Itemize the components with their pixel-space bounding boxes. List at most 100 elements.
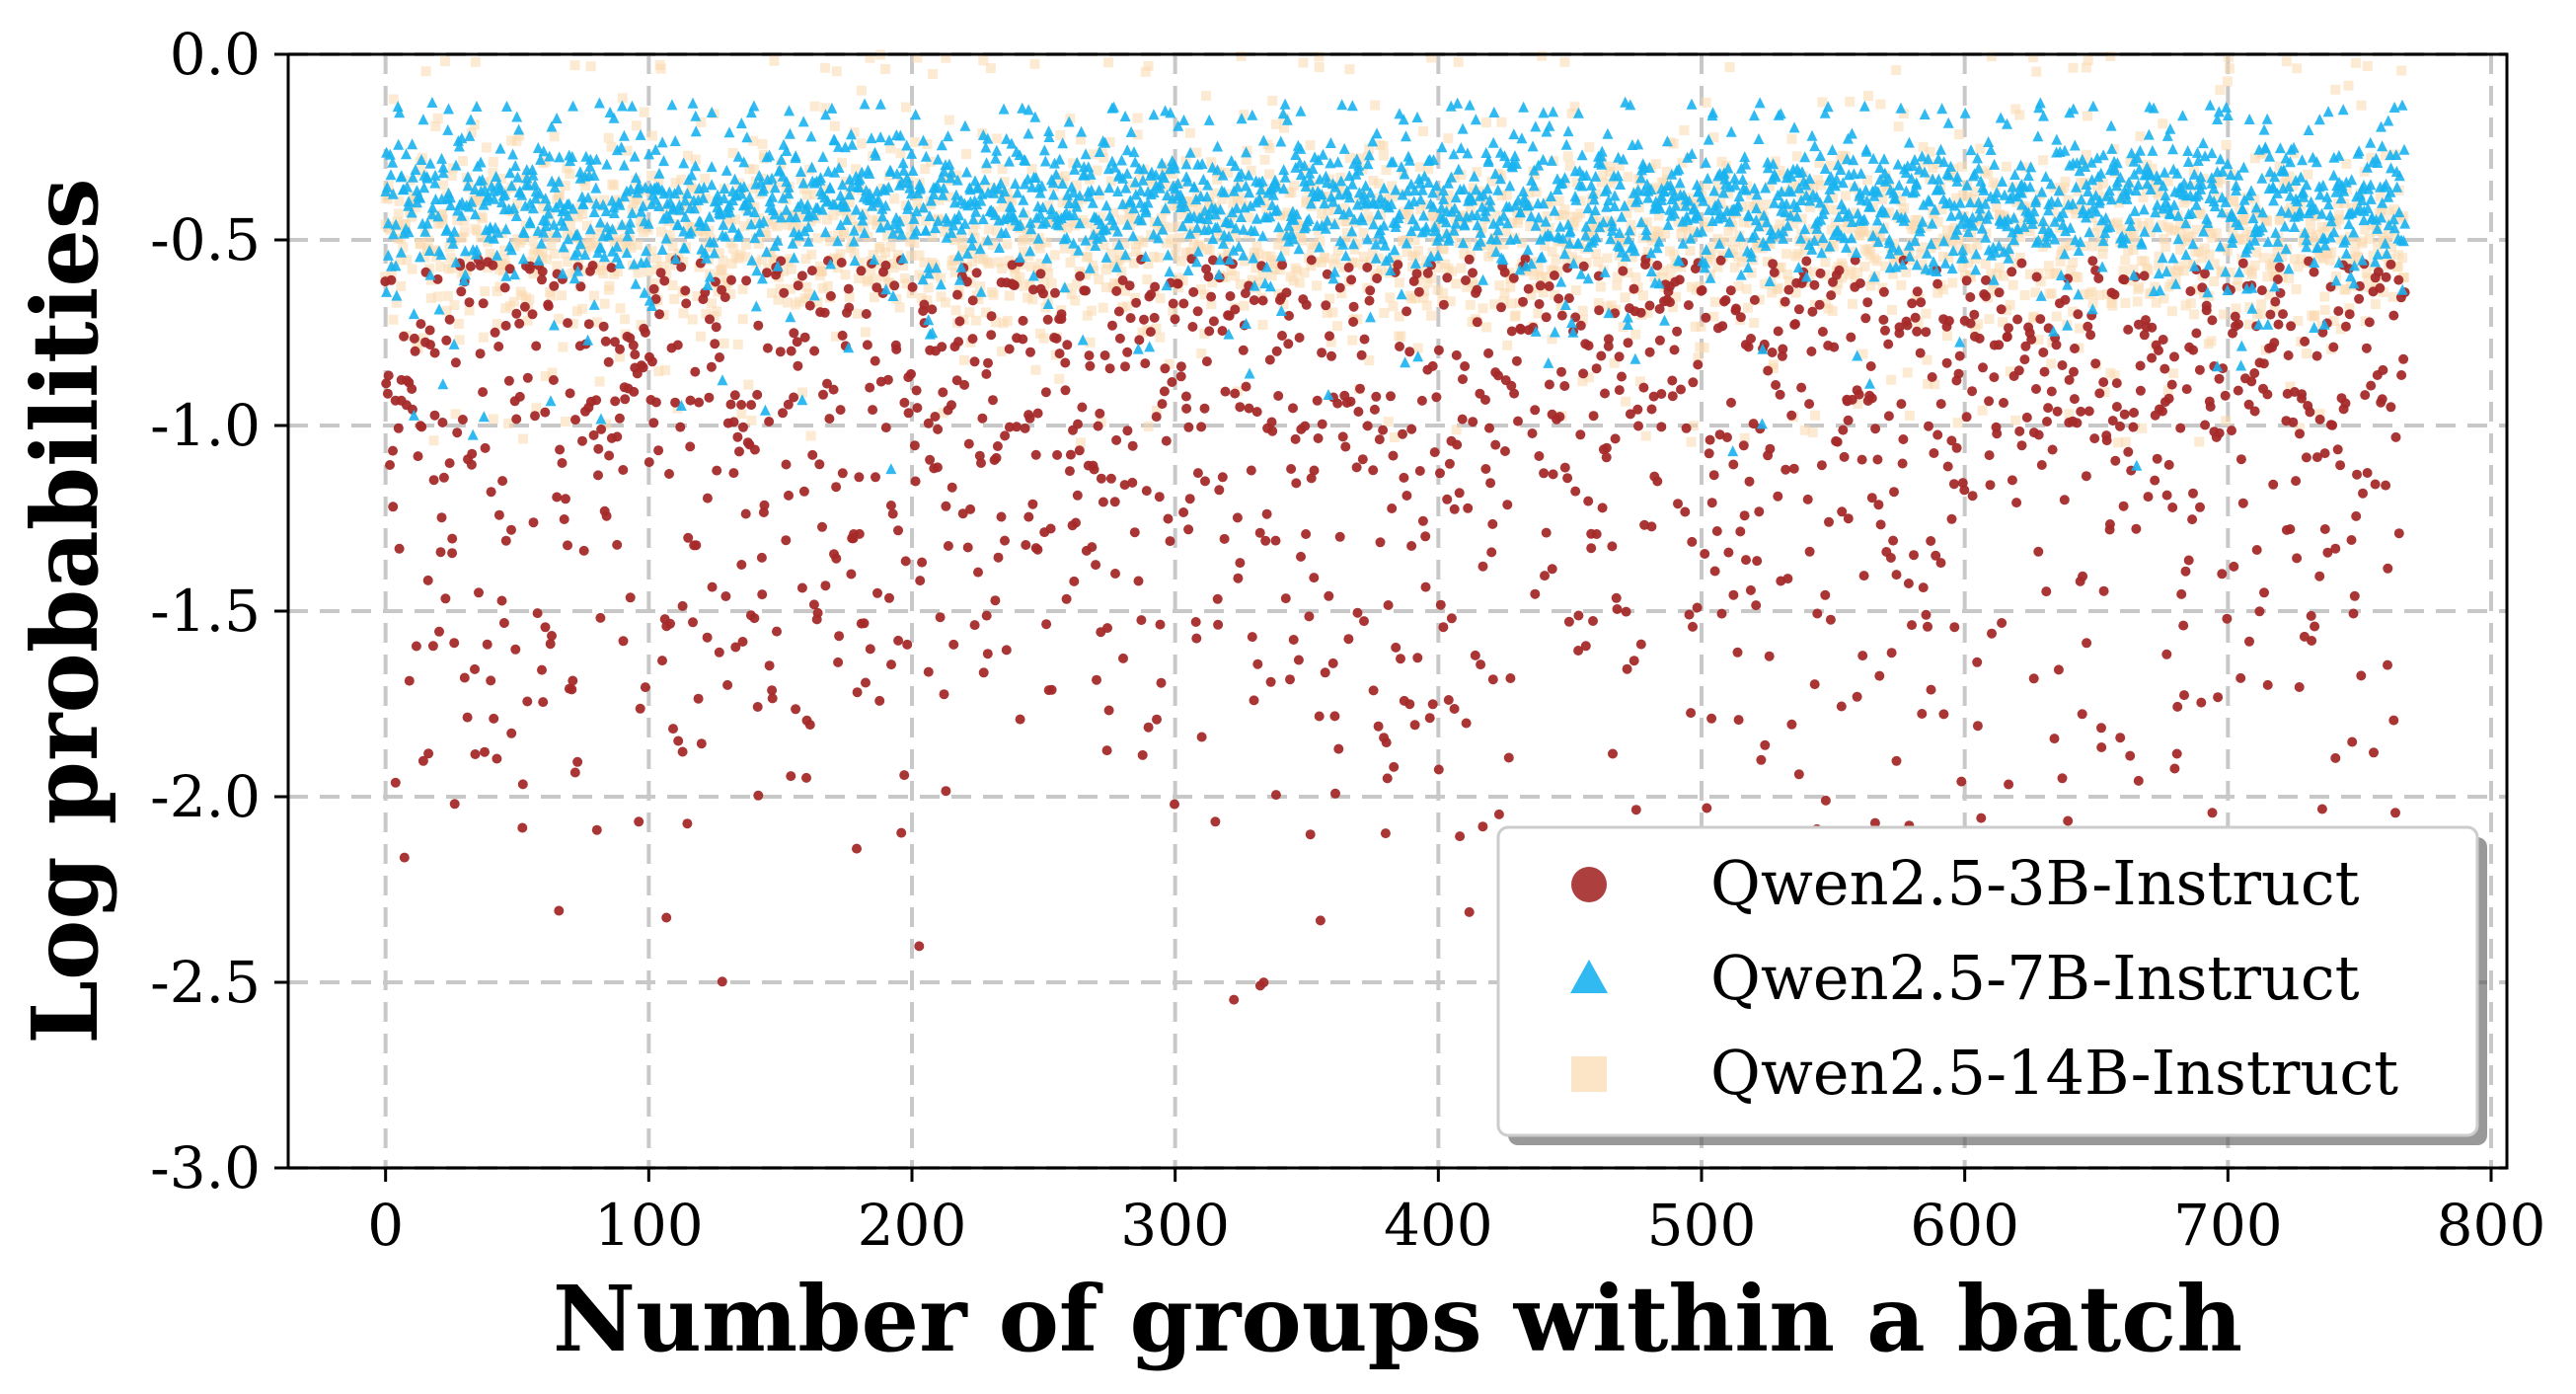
- data-point: [1935, 399, 1946, 410]
- data-point: [1047, 189, 1059, 200]
- data-point: [1365, 187, 1377, 198]
- data-point: [653, 445, 664, 456]
- data-point: [1128, 202, 1140, 214]
- data-point: [2147, 163, 2158, 174]
- data-point: [546, 120, 558, 132]
- data-point: [2232, 281, 2242, 292]
- data-point: [2059, 495, 2070, 505]
- data-point: [808, 599, 819, 610]
- data-point: [1192, 468, 1203, 479]
- data-point: [2002, 305, 2012, 316]
- data-point: [552, 261, 563, 271]
- data-point: [625, 216, 636, 228]
- data-point: [1799, 425, 1810, 435]
- data-point: [1100, 251, 1112, 263]
- data-point: [2303, 169, 2313, 180]
- data-point: [504, 264, 515, 274]
- data-point: [396, 233, 407, 244]
- data-point: [874, 695, 885, 706]
- data-point: [2209, 259, 2220, 270]
- data-point: [1404, 214, 1414, 225]
- data-point: [1623, 268, 1633, 278]
- data-point: [1090, 240, 1101, 251]
- data-point: [859, 618, 870, 629]
- data-point: [1233, 240, 1245, 252]
- data-point: [796, 222, 807, 233]
- data-point: [593, 470, 603, 481]
- data-point: [1445, 296, 1456, 307]
- data-point: [965, 503, 976, 514]
- data-point: [996, 511, 1007, 522]
- data-point: [1055, 130, 1066, 140]
- data-point: [1850, 275, 1860, 286]
- data-point: [1184, 227, 1196, 239]
- data-point: [797, 177, 809, 189]
- data-point: [1843, 415, 1854, 426]
- data-point: [1423, 164, 1434, 175]
- data-point: [1323, 192, 1333, 202]
- data-point: [2381, 480, 2391, 491]
- data-point: [1389, 432, 1400, 442]
- data-point: [1506, 298, 1517, 309]
- data-point: [2138, 221, 2149, 231]
- data-point: [796, 582, 807, 593]
- data-point: [1961, 275, 1972, 286]
- data-point: [735, 188, 747, 199]
- data-point: [825, 290, 836, 301]
- data-point: [445, 199, 457, 211]
- data-point: [799, 332, 810, 343]
- data-point: [1981, 291, 1992, 302]
- data-point: [984, 224, 994, 235]
- data-point: [585, 239, 596, 250]
- data-point: [859, 222, 870, 232]
- data-point: [789, 252, 799, 264]
- data-point: [808, 209, 819, 221]
- data-point: [425, 340, 435, 350]
- data-point: [1374, 434, 1385, 445]
- data-point: [701, 252, 713, 264]
- data-point: [1903, 579, 1914, 588]
- data-point: [1300, 181, 1312, 192]
- data-point: [1356, 349, 1367, 360]
- data-point: [1132, 129, 1143, 140]
- data-point: [778, 266, 789, 276]
- data-point: [1671, 291, 1682, 302]
- data-point: [868, 405, 878, 416]
- data-point: [761, 230, 772, 241]
- data-point: [563, 540, 572, 551]
- data-point: [514, 391, 525, 402]
- data-point: [668, 724, 678, 735]
- data-point: [1245, 199, 1256, 211]
- data-point: [629, 150, 641, 162]
- data-point: [415, 192, 426, 203]
- data-point: [1332, 321, 1342, 332]
- data-point: [2139, 271, 2150, 281]
- data-point: [507, 148, 519, 160]
- data-point: [553, 176, 565, 187]
- data-point: [1375, 537, 1386, 548]
- data-point: [1353, 407, 1364, 417]
- data-point: [1394, 311, 1404, 322]
- data-point: [1550, 289, 1560, 300]
- data-point: [1270, 535, 1281, 546]
- data-point: [1077, 402, 1088, 413]
- data-point: [1086, 305, 1097, 316]
- data-point: [1018, 206, 1029, 218]
- data-point: [516, 189, 528, 200]
- data-point: [2352, 469, 2362, 480]
- data-point: [1966, 271, 1976, 282]
- data-point: [528, 517, 539, 528]
- data-point: [746, 400, 757, 411]
- data-point: [1042, 261, 1052, 271]
- data-point: [1108, 101, 1119, 113]
- data-point: [1812, 608, 1823, 619]
- data-point: [1021, 540, 1031, 550]
- data-point: [1014, 149, 1025, 161]
- data-point: [2154, 261, 2164, 271]
- data-point: [772, 626, 782, 637]
- data-point: [1538, 287, 1549, 298]
- data-point: [885, 143, 896, 154]
- data-point: [2172, 701, 2183, 712]
- data-point: [874, 98, 886, 110]
- data-point: [2174, 219, 2185, 230]
